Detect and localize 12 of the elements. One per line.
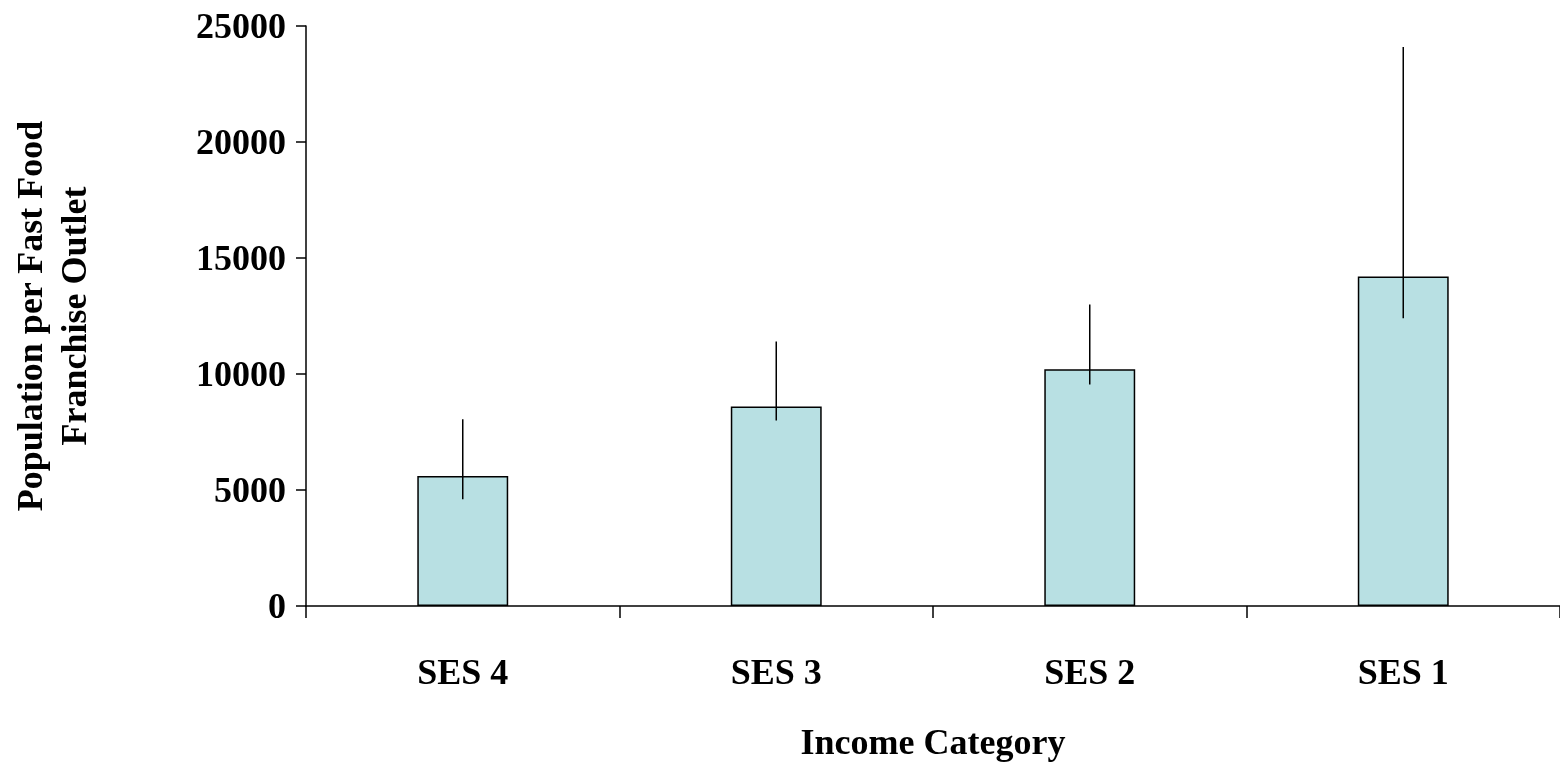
x-tick-label: SES 3 — [730, 652, 822, 692]
x-axis-title: Income Category — [800, 722, 1066, 762]
x-tick-label: SES 1 — [1357, 652, 1449, 692]
x-tick-label: SES 4 — [417, 652, 509, 692]
y-tick-label: 20000 — [196, 122, 286, 162]
y-tick-label: 25000 — [196, 6, 286, 46]
x-tick-label: SES 2 — [1044, 652, 1136, 692]
y-tick-label: 5000 — [214, 470, 286, 510]
y-tick-label: 15000 — [196, 238, 286, 278]
y-tick-label: 10000 — [196, 354, 286, 394]
y-axis-title: Population per Fast Food Franchise Outlet — [10, 120, 94, 512]
y-tick-label: 0 — [268, 586, 286, 626]
